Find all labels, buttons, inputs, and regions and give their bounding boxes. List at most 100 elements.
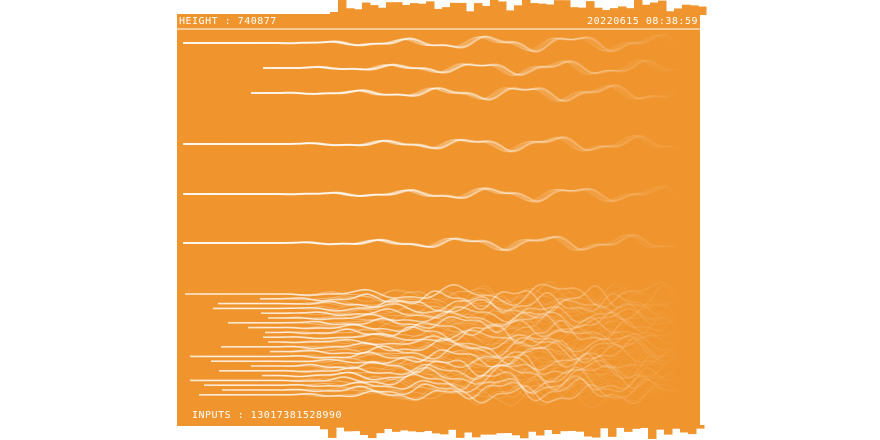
- edge-block: [610, 8, 619, 15]
- edge-block: [456, 425, 465, 438]
- edge-block: [520, 425, 529, 439]
- edge-block: [442, 7, 451, 15]
- edge-block: [504, 425, 513, 434]
- edge-block: [336, 425, 345, 428]
- edge-block: [602, 10, 611, 15]
- edge-block: [530, 3, 539, 15]
- edge-block: [378, 7, 387, 15]
- edge-block: [624, 425, 633, 432]
- edge-block: [384, 425, 393, 429]
- edge-block: [392, 425, 401, 432]
- waves: [183, 33, 691, 409]
- edge-block: [648, 425, 657, 439]
- edge-block: [464, 425, 473, 433]
- edge-block: [632, 425, 641, 429]
- edge-block: [522, 0, 531, 16]
- edge-block: [658, 0, 667, 15]
- edge-block: [680, 425, 689, 433]
- edge-block: [650, 2, 659, 15]
- wave-strand: [235, 358, 689, 383]
- edge-block: [400, 425, 409, 431]
- edge-block: [586, 1, 595, 16]
- edge-block: [496, 425, 505, 434]
- edge-block: [458, 2, 467, 16]
- edge-block: [434, 8, 443, 15]
- edge-block: [330, 11, 339, 15]
- edge-block: [328, 425, 337, 438]
- edge-block: [344, 425, 353, 432]
- edge-block: [552, 425, 561, 435]
- wave-strand: [236, 314, 690, 333]
- edge-block: [698, 6, 707, 16]
- wave-strand: [268, 287, 689, 310]
- wave-strand: [244, 312, 689, 335]
- edge-block: [410, 3, 419, 16]
- edge-block: [672, 425, 681, 429]
- edge-block: [528, 425, 537, 432]
- wave-strand: [276, 285, 691, 312]
- edge-block: [352, 425, 361, 432]
- wave-strand: [270, 337, 691, 365]
- edge-block: [506, 10, 515, 15]
- edge-block: [640, 425, 649, 428]
- edge-block: [360, 425, 369, 435]
- wave-strand: [213, 35, 691, 51]
- edge-block: [626, 8, 635, 15]
- wave-strand: [267, 355, 691, 378]
- edge-block: [664, 425, 673, 435]
- wave-strand: [213, 234, 691, 251]
- wave-strand: [264, 314, 691, 340]
- wave-strand: [251, 352, 690, 379]
- edge-block: [696, 425, 705, 429]
- edge-block: [490, 0, 499, 15]
- edge-block: [656, 425, 665, 430]
- edge-block: [512, 425, 521, 436]
- wave-strand: [280, 83, 690, 103]
- wave-strand: [268, 333, 689, 353]
- edge-block: [338, 0, 347, 15]
- inputs-label: INPUTS : 13017381528990: [192, 410, 342, 421]
- edge-block: [418, 3, 427, 15]
- edge-block: [618, 6, 627, 16]
- edge-block: [498, 1, 507, 15]
- edge-block: [408, 425, 417, 432]
- edge-block: [488, 425, 497, 435]
- wave-strand: [283, 306, 690, 330]
- edge-block: [368, 425, 377, 439]
- edge-block: [642, 4, 651, 15]
- edge-block: [432, 425, 441, 434]
- edge-block: [482, 5, 491, 15]
- edge-block: [568, 425, 577, 431]
- wave-strand: [221, 335, 690, 361]
- wave-strand: [215, 382, 690, 406]
- edge-block: [560, 425, 569, 432]
- edge-block: [592, 425, 601, 438]
- edge-block: [474, 3, 483, 15]
- edge-block: [450, 2, 459, 16]
- wave-strand: [283, 331, 690, 354]
- edge-block: [544, 425, 553, 431]
- wave-strand: [228, 311, 691, 334]
- wave-strand: [201, 284, 691, 304]
- edge-block: [576, 425, 585, 432]
- edge-block: [634, 0, 643, 16]
- edge-block: [386, 2, 395, 16]
- edge-block: [616, 425, 625, 428]
- edge-block: [536, 425, 545, 436]
- wave-strand: [265, 319, 689, 345]
- wave-strand: [226, 291, 689, 316]
- edge-block: [554, 0, 563, 16]
- edge-block: [594, 7, 603, 15]
- edge-block: [448, 425, 457, 430]
- edge-block: [402, 4, 411, 15]
- edge-block: [514, 5, 523, 16]
- edge-block: [608, 425, 617, 437]
- edge-block: [320, 425, 329, 430]
- edge-block: [546, 4, 555, 16]
- edge-block: [416, 425, 425, 433]
- edge-block: [362, 2, 371, 16]
- wave-strand: [248, 316, 690, 338]
- edge-block: [562, 0, 571, 15]
- edge-block: [376, 425, 385, 434]
